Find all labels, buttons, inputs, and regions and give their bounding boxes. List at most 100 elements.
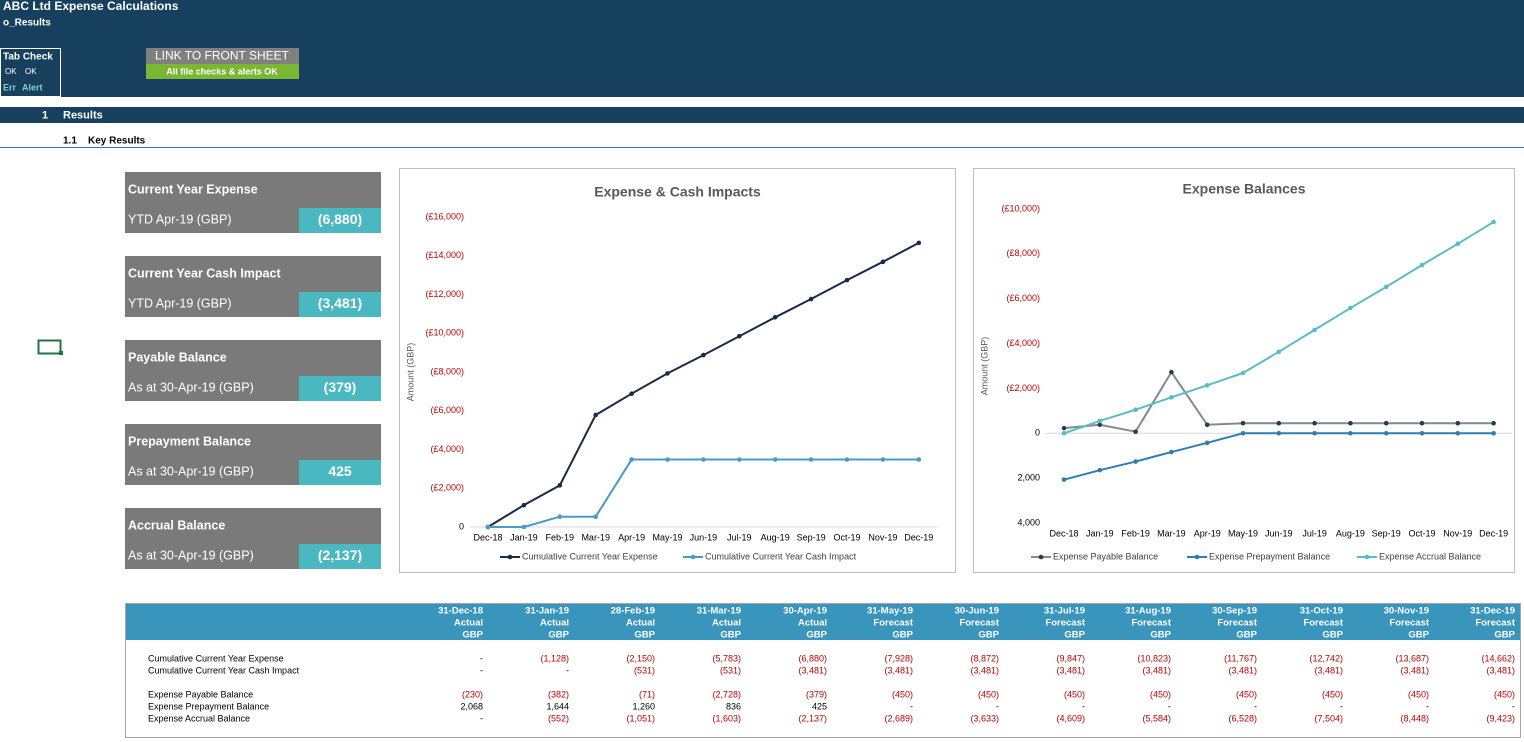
x-tick-label: Jan-19 [510,532,538,542]
data-point [772,457,778,462]
y-tick-label: (£12,000) [425,289,464,299]
row-label: Expense Accrual Balance [148,713,250,723]
kpi-title: Current Year Cash Impact [128,266,281,280]
column-header: GBP [978,630,999,641]
tab-check-box [0,48,61,97]
cell-value: - [480,665,483,675]
status-badge [146,64,299,79]
cell-value: 836 [726,701,741,711]
data-point [772,315,778,320]
fill-handle[interactable] [59,351,63,355]
tab-check-title: Tab Check [3,52,53,63]
x-tick-label: Jan-19 [1086,528,1114,538]
x-tick-label: Dec-19 [1479,528,1508,538]
column-header: GBP [720,630,741,641]
data-point [1419,420,1425,426]
cell-value: (1,603) [712,713,741,723]
cell-value: (8,448) [1400,713,1429,723]
link-button-label[interactable]: LINK TO FRONT SHEET [155,49,290,63]
data-point [844,277,850,283]
cell-value: (450) [1494,689,1515,699]
data-point [737,333,742,339]
legend-marker [690,554,696,560]
kpi-value: (2,137) [318,547,362,563]
sheet-name: o_Results [3,18,51,29]
kpi-value: 425 [328,463,352,479]
kpi-value: (379) [324,379,357,395]
table-header-band [126,604,1520,640]
data-point [1240,420,1246,426]
x-tick-label: Sep-19 [1372,528,1401,538]
cell-value: (12,742) [1309,653,1343,663]
y-tick-label: (£4,000) [1006,338,1040,348]
column-header: GBP [806,630,827,641]
data-point [701,352,706,358]
cell-value: (531) [634,665,655,675]
column-header: Actual [626,618,655,629]
x-tick-label: Dec-18 [473,532,502,542]
charts: Expense & Cash Impacts Amount (GBP) 0 (£2,0… [399,168,1515,573]
cell-value: (3,481) [1056,665,1085,675]
data-point [521,524,527,530]
column-header: 30-Sep-19 [1212,606,1257,617]
kpi-label: YTD Apr-19 (GBP) [128,296,232,310]
cell-value: (10,823) [1137,653,1171,663]
row-label: Expense Prepayment Balance [148,701,269,711]
legend-label: Cumulative Current Year Expense [522,551,658,561]
kpi-label: YTD Apr-19 (GBP) [128,212,232,226]
cell-value: (2,728) [712,689,741,699]
column-header: Forecast [959,618,999,629]
data-point [1276,349,1282,355]
data-point [1061,430,1067,436]
data-point [1491,219,1496,225]
kpi-value: (6,880) [318,211,362,227]
cell-value: (5,584) [1142,713,1171,723]
column-header: GBP [1494,630,1515,641]
kpi-label: As at 30-Apr-19 (GBP) [128,548,254,562]
column-header: Actual [454,618,483,629]
data-point [1419,430,1425,436]
link-button[interactable] [146,48,299,64]
cell-value: (5,783) [712,653,741,663]
data-point [1455,430,1461,436]
column-header: 31-May-19 [867,606,913,617]
x-tick-label: Oct-19 [833,532,860,542]
cell-value: (6,528) [1228,713,1257,723]
results-table: 31-Dec-18ActualGBP31-Jan-19ActualGBP28-F… [125,603,1521,738]
y-tick-label: (£10,000) [1001,203,1040,213]
data-point [1240,370,1246,376]
subsection-number: 1.1 [63,136,77,147]
column-header: 30-Jun-19 [955,606,999,617]
cell-value: (3,481) [1486,665,1515,675]
column-header: 31-Jan-19 [525,606,569,617]
column-header: GBP [892,630,913,641]
data-point [1312,327,1317,333]
column-header: 31-Mar-19 [697,606,741,617]
cell-value: (9,423) [1486,713,1515,723]
kpi-value-box [299,544,381,569]
kpi-title: Current Year Expense [128,182,258,196]
y-tick-label: (£2,000) [430,483,464,493]
data-point [665,371,670,376]
subsection-title: Key Results [88,136,146,147]
data-point [1491,420,1496,426]
data-point [1204,383,1210,388]
y-tick-label: (£8,000) [430,366,464,376]
data-point [1312,430,1317,436]
column-header: Actual [712,618,741,629]
legend-label: Expense Prepayment Balance [1209,551,1330,561]
chart-panel [399,168,956,573]
column-header: 30-Nov-19 [1384,606,1429,617]
column-header: Forecast [1475,618,1515,629]
cell-value: - [1340,701,1343,711]
y-tick-label: (£8,000) [1006,248,1040,258]
y-tick-label: 2,000 [1017,473,1040,483]
data-point [1312,420,1317,426]
cell-value: (2,689) [884,713,913,723]
data-point [1169,449,1174,455]
selected-cell[interactable] [37,339,62,355]
x-tick-label: Aug-19 [1336,528,1365,538]
cell-value: (382) [548,689,569,699]
row-label: Cumulative Current Year Expense [148,653,284,663]
